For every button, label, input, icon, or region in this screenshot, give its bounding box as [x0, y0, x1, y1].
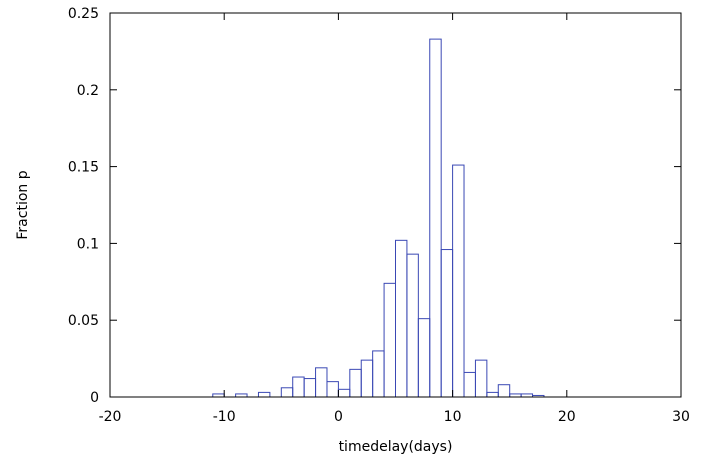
histogram-bar: [360, 359, 374, 398]
histogram-bar: [429, 38, 442, 398]
x-axis-label: timedelay(days): [339, 439, 453, 455]
y-tick-label: 0.1: [77, 236, 99, 252]
histogram-bar: [395, 239, 408, 398]
y-tick-label: 0.05: [68, 313, 99, 329]
histogram-bar: [337, 388, 351, 398]
y-tick-label: 0.2: [77, 83, 99, 99]
x-tick-label: -10: [213, 409, 236, 425]
histogram-bar: [326, 381, 339, 398]
histogram-bar: [303, 378, 317, 398]
histogram-bars: [212, 38, 545, 398]
histogram-bar: [280, 387, 294, 398]
y-axis-label: Fraction p: [15, 170, 31, 239]
x-tick-label: -20: [99, 409, 122, 425]
x-tick-labels: -20 -10 0 10 20 30: [99, 409, 690, 425]
histogram-bar: [452, 164, 465, 398]
histogram-bar: [497, 384, 511, 398]
histogram-bar: [440, 249, 454, 398]
histogram-bar: [315, 367, 328, 398]
histogram-bar: [257, 391, 271, 398]
y-tick-label: 0.25: [68, 6, 99, 22]
x-tick-label: 10: [444, 409, 462, 425]
y-tick-labels: 0 0.05 0.1 0.15 0.2 0.25: [68, 6, 99, 406]
y-tick-label: 0: [90, 390, 99, 406]
axis-ticks: [109, 12, 682, 398]
histogram-bar: [292, 376, 305, 398]
histogram-bar: [463, 371, 476, 398]
x-tick-label: 20: [558, 409, 576, 425]
histogram-bar: [349, 368, 362, 398]
histogram-bar: [383, 282, 396, 398]
x-tick-label: 0: [334, 409, 343, 425]
x-tick-label: 30: [672, 409, 690, 425]
histogram-bar: [417, 318, 431, 398]
histogram-bar: [406, 253, 419, 398]
histogram-bar: [474, 359, 488, 398]
plot-frame: [109, 12, 682, 398]
histogram-bar: [372, 350, 385, 398]
histogram-bar: [486, 391, 499, 398]
y-tick-label: 0.15: [68, 160, 99, 176]
